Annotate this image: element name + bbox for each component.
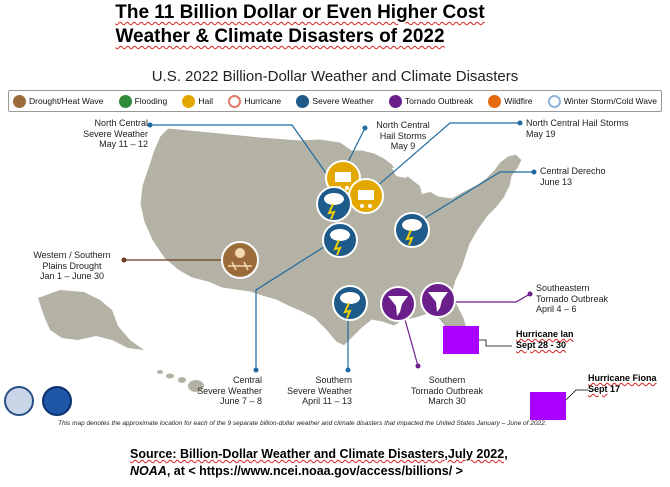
label-line: May 9 [390, 141, 416, 151]
marker-severe-derecho [394, 212, 430, 248]
label-line: Central [232, 375, 262, 385]
legend-item-winter-storm: Winter Storm/Cold Wave [547, 94, 657, 108]
legend-item-wildfire: Wildfire [488, 94, 533, 108]
label-ws-drought: Western / Southern Plains Drought Jan 1 … [22, 250, 122, 282]
source-citation: Source: Billion-Dollar Weather and Clima… [130, 446, 570, 480]
label-nc-hail-may9: North Central Hail Storms May 9 [368, 120, 438, 152]
legend-label: Drought/Heat Wave [29, 96, 104, 106]
leader-hurricane-ian [479, 339, 512, 347]
marker-tornado-south [380, 286, 416, 322]
tornado-icon [388, 94, 402, 108]
severe-weather-icon [296, 94, 310, 108]
label-line: Southern [315, 375, 352, 385]
leader-central-severe [255, 237, 339, 370]
label-hurricane-ian: Hurricane Ian Sept 28 - 30 [516, 329, 606, 351]
label-line: North Central Hail Storms [526, 118, 629, 128]
label-central-derecho: Central Derecho June 13 [540, 166, 640, 187]
marker-hurricane-fiona [530, 392, 566, 420]
source-line-1: Source: Billion-Dollar Weather and Clima… [130, 447, 508, 461]
label-line: March 30 [428, 396, 466, 406]
label-line: Jan 1 – June 30 [39, 271, 105, 281]
leader-se-tornado [440, 293, 531, 303]
label-line: Western / Southern [33, 250, 111, 260]
doc-seal-icon [4, 386, 34, 416]
label-nc-severe: North Central Severe Weather May 11 – 12 [40, 118, 148, 150]
hurricane-fiona-name: Hurricane Fiona [588, 373, 657, 383]
label-line: Hail Storms [379, 130, 427, 141]
alaska-land [38, 290, 144, 350]
leader-central-derecho [411, 171, 534, 227]
legend-item-drought: Drought/Heat Wave [13, 94, 104, 108]
label-se-tornado: Southeastern Tornado Outbreak April 4 – … [536, 283, 636, 315]
marker-hurricane-ian [443, 326, 479, 354]
hurricane-icon [228, 94, 242, 108]
page-title-line-2: Weather & Climate Disasters of 2022 [115, 26, 445, 47]
leader-nc-hail-may19 [367, 122, 520, 195]
label-line: Tornado Outbreak [410, 385, 484, 396]
map-title: U.S. 2022 Billion-Dollar Weather and Cli… [151, 68, 519, 85]
hurricane-fiona-day: 17 [610, 384, 621, 394]
legend-item-hail: Hail [182, 94, 214, 108]
great-lakes [392, 166, 448, 194]
legend-item-severe-weather: Severe Weather [296, 94, 374, 108]
leader-nc-severe [150, 124, 339, 191]
marker-severe-south [332, 285, 368, 321]
legend-label: Hail [198, 96, 214, 106]
hurricane-fiona-month: Sept [588, 384, 608, 394]
label-line: Tornado Outbreak [536, 293, 609, 304]
label-nc-hail-may19: North Central Hail Storms May 19 [526, 118, 666, 139]
legend-label: Wildfire [504, 96, 533, 106]
label-central-severe: Central Severe Weather June 7 – 8 [180, 375, 262, 407]
hurricane-ian-dates: Sept 28 - 30 [516, 340, 567, 350]
label-line: Southeastern [536, 283, 590, 293]
page-title-line-1: The 11 Billion Dollar or Even Higher Cos… [115, 2, 485, 23]
label-line: North Central [376, 120, 430, 130]
label-line: Severe Weather [287, 385, 352, 396]
wildfire-icon [488, 94, 502, 108]
label-line: Southern [428, 375, 466, 385]
label-line: May 11 – 12 [99, 139, 148, 149]
label-line: June 7 – 8 [219, 396, 262, 406]
legend-item-hurricane: Hurricane [228, 94, 282, 108]
legend-label: Severe Weather [312, 96, 374, 106]
label-line: Plains Drought [42, 260, 102, 271]
hawaii-land [157, 370, 204, 392]
source-line-2: , at < https://www.ncei.noaa.gov/access/… [166, 464, 463, 478]
winter-storm-icon [547, 94, 561, 108]
leader-south-tornado [403, 315, 419, 367]
hail-icon [182, 94, 196, 108]
map-footnote: This map denotes the approximate locatio… [58, 420, 547, 427]
label-line: Severe Weather [197, 385, 262, 396]
drought-icon [13, 94, 26, 108]
marker-tornado-se [420, 282, 456, 318]
marker-severe-central [322, 222, 358, 258]
legend-item-tornado: Tornado Outbreak [388, 94, 473, 108]
label-line: April 4 – 6 [536, 304, 577, 314]
marker-hail-may19 [348, 178, 384, 214]
label-south-tornado: Southern Tornado Outbreak March 30 [402, 375, 492, 407]
label-line: Severe Weather [83, 128, 148, 139]
marker-drought [221, 241, 259, 279]
hurricane-ian-name: Hurricane Ian [516, 329, 574, 339]
legend-label: Winter Storm/Cold Wave [563, 96, 657, 106]
noaa-logo-icon [42, 386, 72, 416]
legend-label: Hurricane [244, 96, 282, 106]
marker-severe-nc [316, 186, 352, 222]
label-line: Central Derecho [540, 166, 606, 176]
label-hurricane-fiona: Hurricane Fiona Sept 17 [588, 373, 670, 395]
flooding-icon [118, 94, 132, 108]
legend-label: Tornado Outbreak [404, 96, 473, 106]
legend-label: Flooding [134, 96, 168, 106]
legend-item-flooding: Flooding [118, 94, 168, 108]
label-line: North Central [94, 118, 148, 128]
label-south-severe: Southern Severe Weather April 11 – 13 [270, 375, 352, 407]
source-noaa: NOAA [130, 464, 167, 478]
label-line: May 19 [526, 128, 556, 139]
legend: Drought/Heat Wave Flooding Hail Hurrican… [8, 90, 662, 112]
label-line: April 11 – 13 [302, 396, 352, 406]
leader-hurricane-fiona [565, 389, 588, 401]
label-line: June 13 [540, 176, 573, 187]
